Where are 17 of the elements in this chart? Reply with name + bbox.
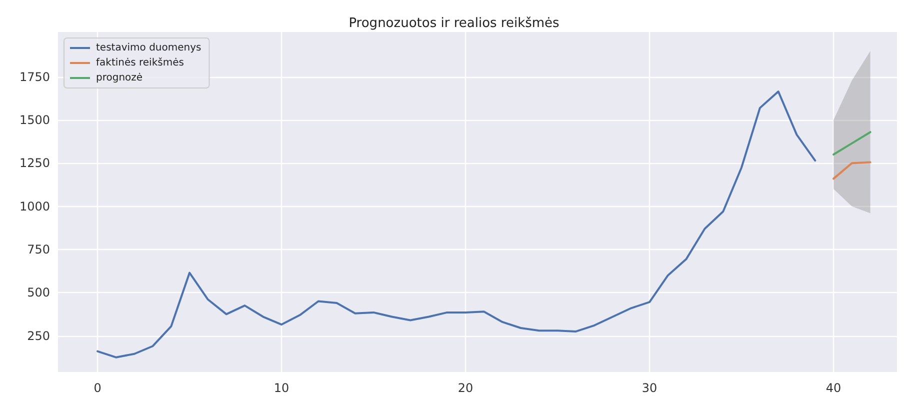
- legend-label: testavimo duomenys: [96, 42, 202, 54]
- x-tick-label: 10: [274, 381, 290, 395]
- chart-title: Prognozuotos ir realios reikšmės: [348, 16, 560, 31]
- y-tick-label: 1250: [19, 156, 50, 170]
- y-tick-label: 1750: [19, 70, 50, 84]
- y-tick-label: 750: [27, 242, 50, 256]
- y-tick-label: 1500: [19, 113, 50, 128]
- legend-label: prognozė: [96, 72, 143, 84]
- y-tick-label: 250: [27, 328, 50, 343]
- x-tick-label: 30: [642, 381, 658, 395]
- y-tick-label: 500: [27, 286, 50, 300]
- line-series: [96, 90, 816, 358]
- legend-label: faktinės reikšmės: [96, 58, 184, 68]
- x-tick-label: 40: [826, 381, 842, 395]
- x-tick-label: 0: [94, 381, 102, 395]
- y-tick-label: 1000: [19, 199, 50, 214]
- x-tick-label: 20: [458, 381, 474, 395]
